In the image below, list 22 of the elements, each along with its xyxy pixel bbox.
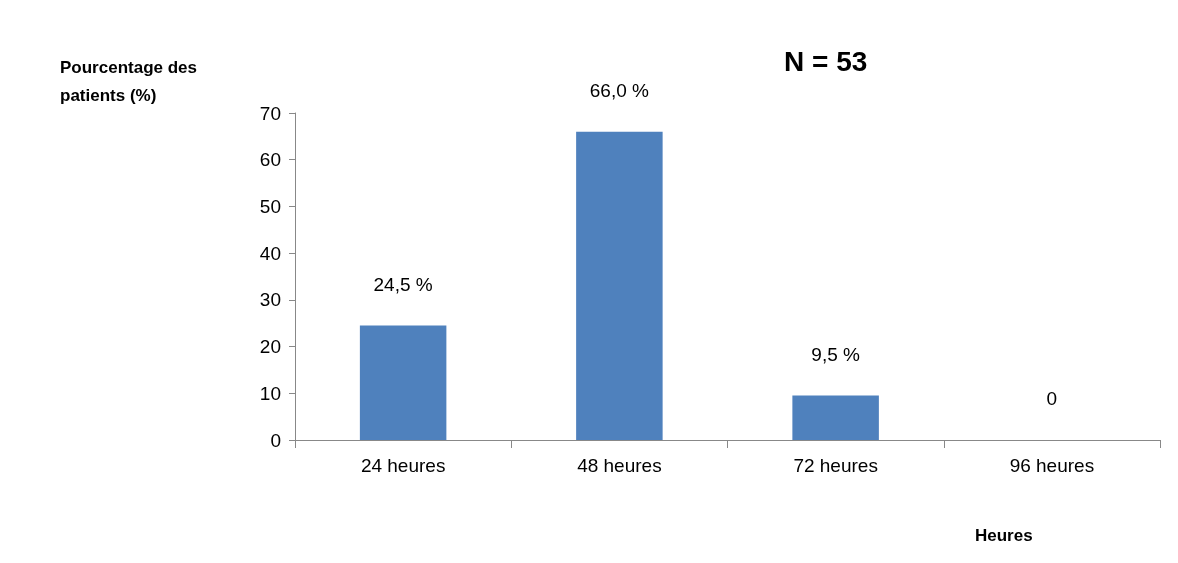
x-tick-label: 96 heures <box>1009 455 1095 476</box>
chart-title: N = 53 <box>784 45 868 77</box>
data-label: 0 <box>1046 388 1058 409</box>
y-tick-label: 50 <box>259 195 281 217</box>
bar <box>792 395 879 440</box>
x-axis-title: Heures <box>975 526 1033 545</box>
data-label: 66,0 % <box>589 79 650 101</box>
y-tick-label: 70 <box>259 102 281 124</box>
x-tick-label: 24 heures <box>360 455 446 476</box>
y-tick-label: 60 <box>259 149 281 171</box>
y-tick-label: 20 <box>259 336 281 358</box>
x-tick-label: 72 heures <box>793 455 878 476</box>
y-tick-label: 10 <box>259 382 281 404</box>
y-tick-label: 30 <box>259 289 281 311</box>
bar <box>576 131 663 440</box>
data-label: 9,5 % <box>811 343 861 365</box>
y-tick-label: 0 <box>270 429 281 451</box>
data-label: 24,5 % <box>373 273 433 295</box>
y-axis-title: Pourcentage des patients (%) <box>60 57 202 105</box>
bar <box>359 325 447 440</box>
x-tick-label: 48 heures <box>577 455 662 476</box>
y-tick-label: 40 <box>259 242 281 264</box>
